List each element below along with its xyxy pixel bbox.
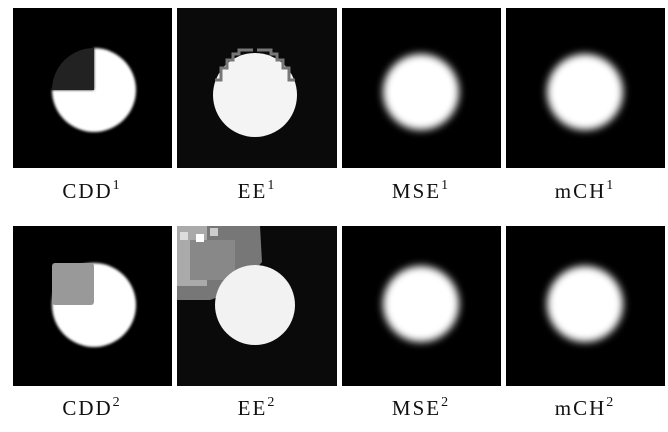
caption: mCH2 [555,395,616,420]
caption-superscript: 2 [113,395,122,410]
caption-superscript: 2 [606,395,615,410]
caption-superscript: 2 [267,395,276,410]
caption-label: CDD [62,396,112,420]
caption-label: EE [238,179,268,203]
caption: MSE2 [392,395,450,420]
caption-label: mCH [555,396,607,420]
panel-cdd-2 [13,226,172,386]
caption-label: MSE [392,179,441,203]
panel-mch-1 [506,8,665,168]
panel-mse-2 [342,226,501,386]
panel-ee-2 [177,226,337,386]
figure: CDD1EE1MSE1mCH1CDD2EE2MSE2mCH2 [0,0,668,432]
panel-ee-1 [177,8,337,168]
caption-superscript: 1 [606,178,615,193]
panel-cdd-1 [13,8,172,168]
caption-label: CDD [62,179,112,203]
caption: CDD2 [62,395,121,420]
caption: mCH1 [555,178,616,203]
caption: EE2 [238,395,277,420]
caption: EE1 [238,178,277,203]
caption: CDD1 [62,178,121,203]
caption-superscript: 1 [441,178,450,193]
caption-superscript: 2 [441,395,450,410]
panel-mse-1 [342,8,501,168]
panel-mch-2 [506,226,665,386]
caption: MSE1 [392,178,450,203]
caption-label: EE [238,396,268,420]
caption-superscript: 1 [113,178,122,193]
caption-superscript: 1 [267,178,276,193]
caption-label: mCH [555,179,607,203]
caption-label: MSE [392,396,441,420]
